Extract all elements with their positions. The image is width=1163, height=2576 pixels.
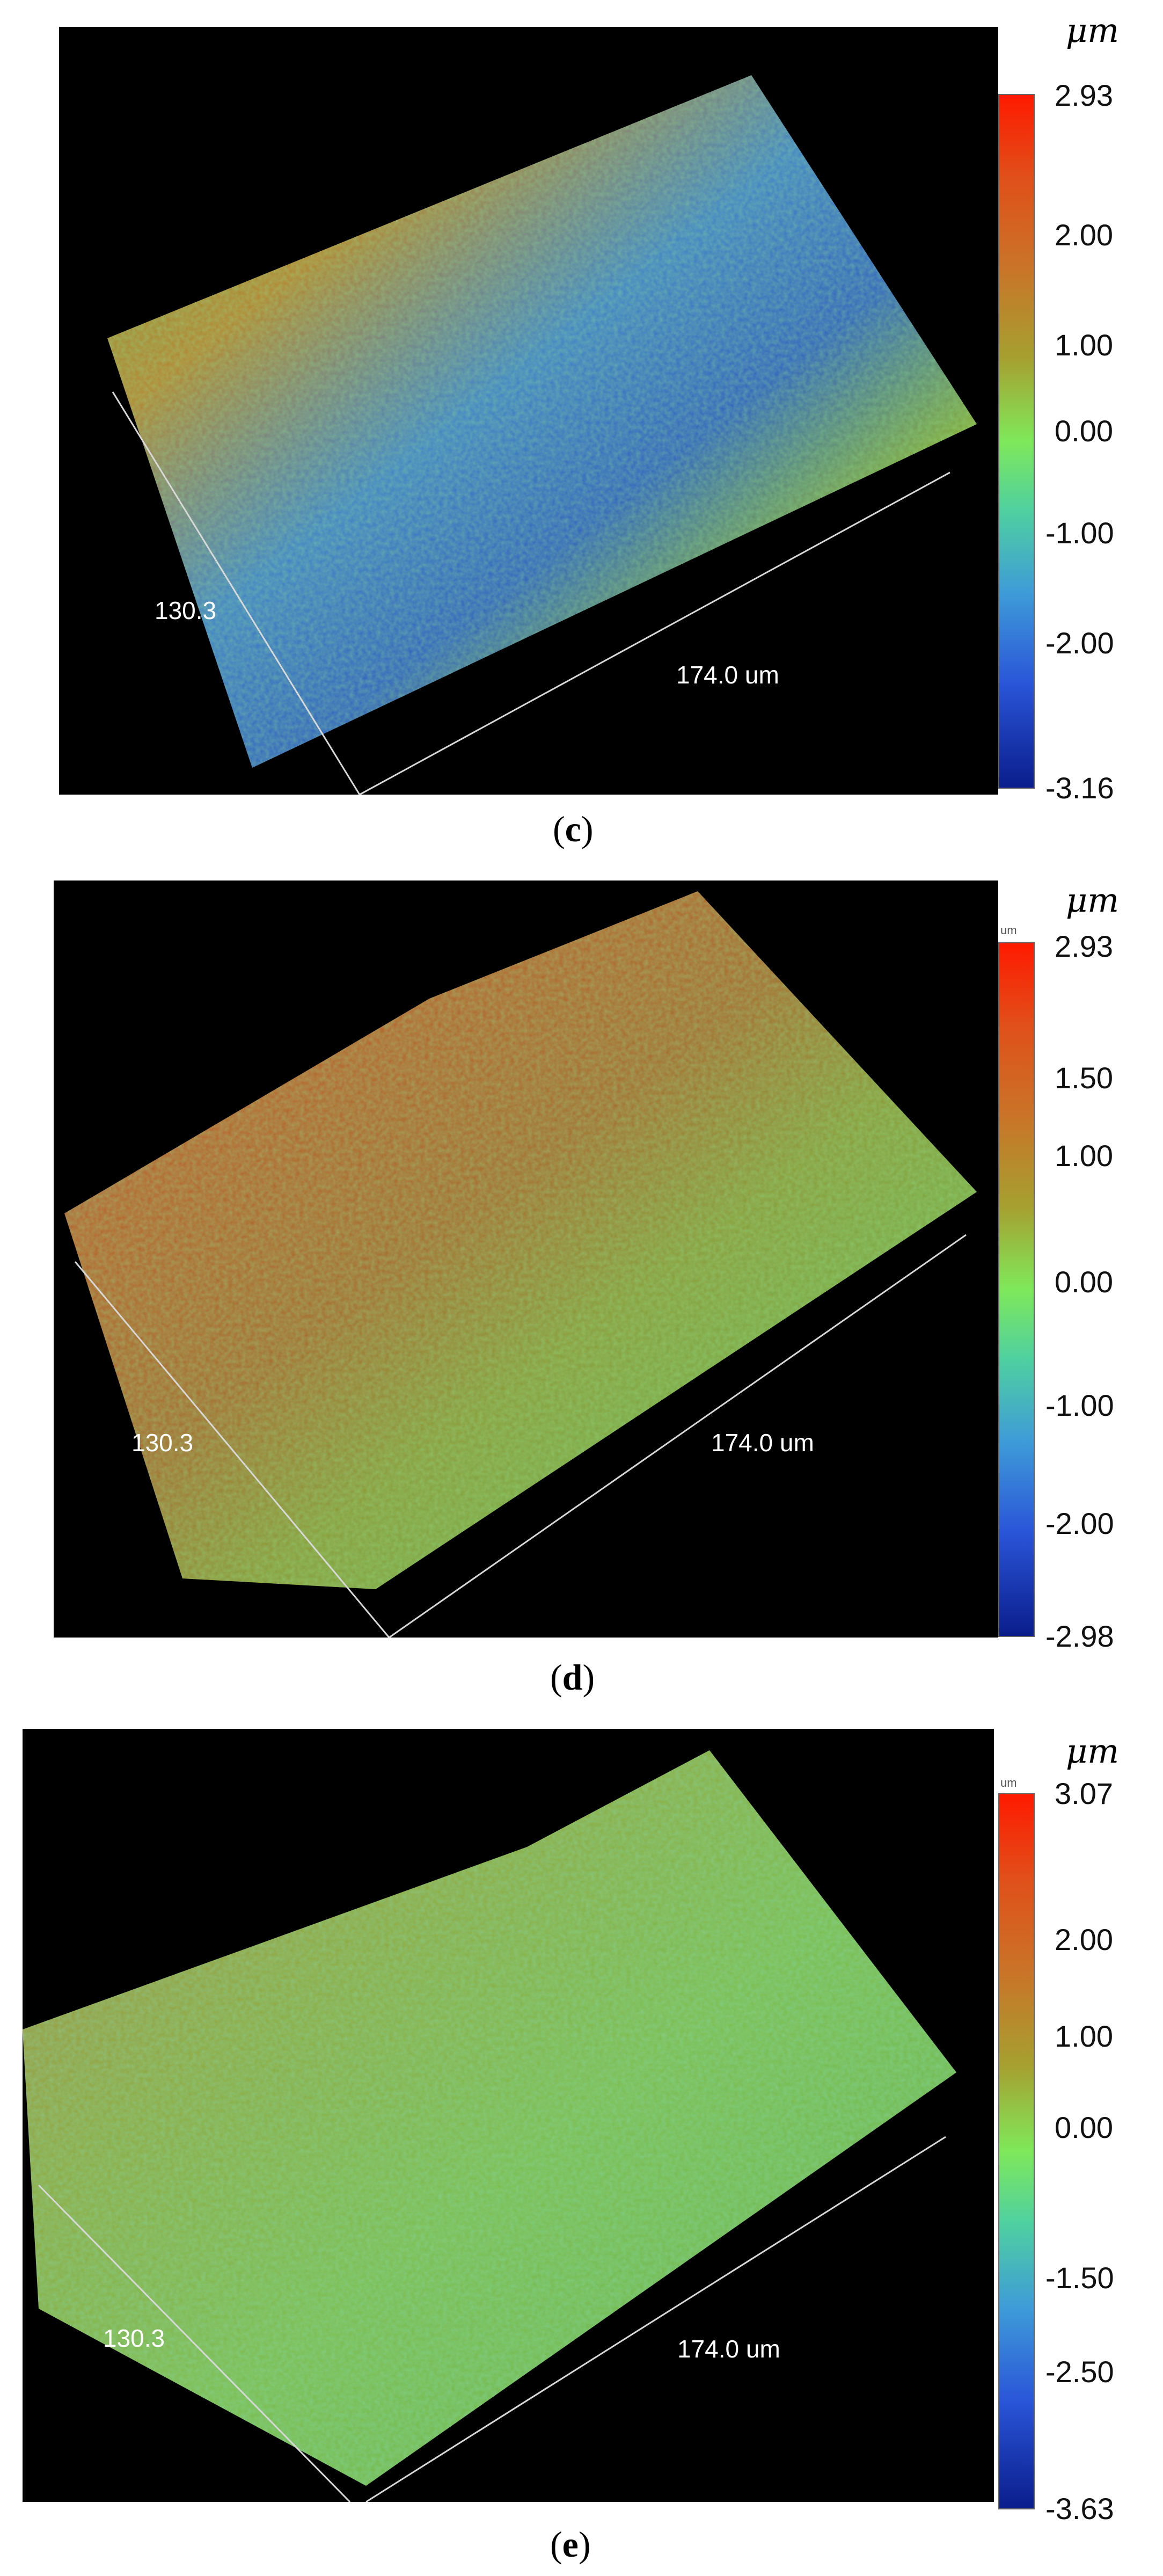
colorbar-label-e-4: -1.50 <box>1045 2261 1114 2295</box>
colorbar-label-d-4: -1.00 <box>1045 1388 1114 1422</box>
colorbar-label-d-2: 1.00 <box>1055 1139 1113 1173</box>
caption-d: (d) <box>550 1657 595 1698</box>
surface-render-e <box>23 1750 956 2502</box>
colorbar-label-c-5: -2.00 <box>1045 626 1114 660</box>
axis-label-length-d: 174.0 um <box>711 1429 814 1457</box>
colorbar-label-d-0: 2.93 <box>1055 929 1113 963</box>
axis-line-right-c <box>359 471 950 795</box>
colorbar-label-e-6: -3.63 <box>1045 2492 1114 2526</box>
axis-line-right-e <box>365 2136 946 2502</box>
colorbar-unit-c: μm <box>1066 11 1120 50</box>
panel-e: 130.3 174.0 um um μm 3.07 2.00 1.00 0.00… <box>0 1729 1163 2576</box>
surface-plot-d: 130.3 174.0 um <box>54 881 998 1638</box>
axis-label-width-d: 130.3 <box>131 1429 194 1457</box>
axis-label-length-c: 174.0 um <box>676 661 779 689</box>
colorbar-unit-d: μm <box>1066 881 1120 920</box>
surface-render-c <box>107 75 977 795</box>
axis-label-width-e: 130.3 <box>103 2324 165 2352</box>
colorbar-label-e-2: 1.00 <box>1055 2019 1113 2053</box>
colorbar-label-c-2: 1.00 <box>1055 328 1113 362</box>
axis-label-length-e: 174.0 um <box>677 2335 780 2363</box>
colorbar-label-d-6: -2.98 <box>1045 1619 1114 1653</box>
caption-c: (c) <box>553 809 594 849</box>
colorbar-label-c-6: -3.16 <box>1045 771 1114 805</box>
colorbar-label-e-1: 2.00 <box>1055 1923 1113 1956</box>
panel-d: 130.3 174.0 um um μm 2.93 1.50 1.00 0.00… <box>0 870 1163 1729</box>
colorbar-unit-small-d: um <box>1000 923 1017 937</box>
colorbar-label-d-1: 1.50 <box>1055 1061 1113 1095</box>
colorbar-label-d-5: -2.00 <box>1045 1507 1114 1540</box>
colorbar-label-e-3: 0.00 <box>1055 2111 1113 2144</box>
colorbar-label-e-5: -2.50 <box>1045 2355 1114 2389</box>
colorbar-unit-small-e: um <box>1000 1776 1017 1789</box>
axis-line-left-c <box>112 391 361 795</box>
colorbar-label-c-3: 0.00 <box>1055 414 1113 448</box>
axis-line-left-e <box>38 2184 351 2502</box>
colorbar-e <box>998 1793 1035 2509</box>
colorbar-c <box>998 94 1035 789</box>
axis-line-left-d <box>74 1261 390 1638</box>
surface-plot-e: 130.3 174.0 um <box>23 1729 994 2502</box>
panel-c: 130.3 174.0 um μm 2.93 2.00 1.00 0.00 -1… <box>0 0 1163 870</box>
colorbar-label-c-1: 2.00 <box>1055 218 1113 252</box>
surface-render-d <box>64 891 977 1638</box>
colorbar-label-d-3: 0.00 <box>1055 1265 1113 1299</box>
colorbar-label-e-0: 3.07 <box>1055 1777 1113 1810</box>
axis-line-right-d <box>389 1234 967 1638</box>
colorbar-label-c-4: -1.00 <box>1045 516 1114 550</box>
axis-label-width-c: 130.3 <box>155 596 217 624</box>
surface-plot-c: 130.3 174.0 um <box>59 27 998 795</box>
caption-e: (e) <box>550 2524 591 2565</box>
colorbar-d <box>998 942 1035 1637</box>
colorbar-label-c-0: 2.93 <box>1055 78 1113 112</box>
colorbar-unit-e: μm <box>1066 1731 1120 1771</box>
